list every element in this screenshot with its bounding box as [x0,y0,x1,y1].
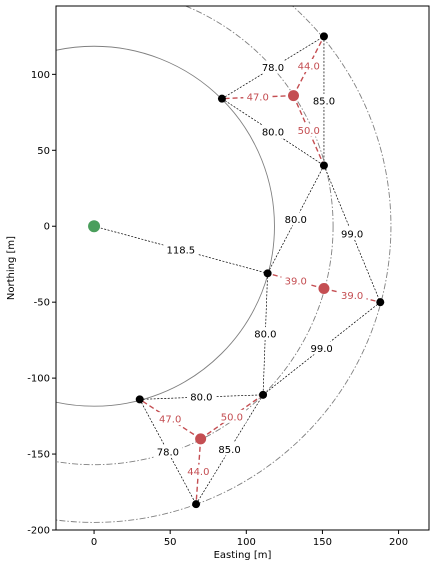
range-circle [56,6,334,466]
node-point [376,298,385,307]
edge-distance-label: 80.0 [262,128,284,139]
y-tick-label: -150 [27,450,50,461]
edge-label-bg [186,390,216,404]
edge-line [139,394,264,400]
edge-label-bg [155,412,185,426]
edge-line [93,225,268,274]
dashed-edge-line [292,95,325,166]
y-tick-label: 50 [37,146,50,157]
x-tick-label: 0 [91,537,97,548]
node-point [319,161,328,170]
y-tick-label: 100 [31,70,50,81]
node-point [135,395,144,404]
node-point [217,94,226,103]
edge-line [139,399,197,505]
junction-distance-label: 44.0 [187,467,209,478]
edge-distance-label: 78.0 [262,63,284,74]
edge-distance-label: 80.0 [285,215,307,226]
edge-label-bg [281,212,311,226]
range-circle [56,6,392,523]
edge-label-bg [337,226,367,240]
x-tick-label: 200 [389,537,408,548]
junction-point [195,433,207,445]
junction-distance-label: 39.0 [285,276,307,287]
junction-point [318,283,330,295]
x-axis-label: Easting [m] [214,550,272,561]
edge-label-bg [183,464,213,478]
x-tick-label: 100 [237,537,256,548]
range-circle [56,45,275,407]
junction-point [288,90,300,102]
edge-label-bg [163,242,199,256]
edge-distance-label: 99.0 [311,344,333,355]
y-tick-label: -50 [34,298,50,309]
edge-label-bg [250,327,280,341]
junction-distance-label: 44.0 [298,61,320,72]
node-point [192,500,201,509]
edge-label-bg [337,288,367,302]
junction-distance-label: 39.0 [341,291,363,302]
plot-frame [55,5,430,531]
edge-distance-label: 80.0 [254,330,276,341]
edge-distance-label: 118.5 [167,245,196,256]
edge-label-bg [309,93,339,107]
x-tick-label: 50 [164,537,177,548]
y-tick-label: 0 [44,222,50,233]
y-tick-label: -200 [27,526,50,537]
edge-distance-label: 78.0 [157,447,179,458]
edge-label-bg [153,444,183,458]
edge-label-bg [258,125,288,139]
axes: 0 50 100 150 200 -200 -150 -100 -50 0 50 100 [27,70,408,548]
y-axis-label: Northing [m] [6,236,17,300]
edge-label-bg [294,123,324,137]
junction-distance-label: 50.0 [221,412,243,423]
edge-label-bg [217,409,247,423]
edge-label-bg [294,58,324,72]
edge-label-bg [215,442,244,456]
plot-area: 78.0 80.0 85.0 80.0 99.0 118.5 80.0 99.0 80.0 78.… [56,6,392,523]
dashed-edge-line [200,394,264,440]
junction-distance-label: 47.0 [247,93,269,104]
node-point [263,269,272,278]
edge-distance-label: 99.0 [341,229,363,240]
edge-label-bg [281,273,311,287]
junction-distance-label: 50.0 [298,126,320,137]
node-point [259,390,268,399]
edge-label-bg [307,341,337,355]
edge-label-bg [243,90,273,104]
dashed-edge-line [267,272,325,290]
junction-distance-label: 47.0 [159,415,181,426]
edge-distance-label: 85.0 [218,445,240,456]
edge-distance-label: 85.0 [313,96,335,107]
origin-point [88,220,101,233]
edge-label-bg [258,60,288,74]
y-tick-label: -100 [27,374,50,385]
x-tick-label: 150 [313,537,332,548]
edge-distance-label: 80.0 [190,393,212,404]
node-point [319,32,328,41]
